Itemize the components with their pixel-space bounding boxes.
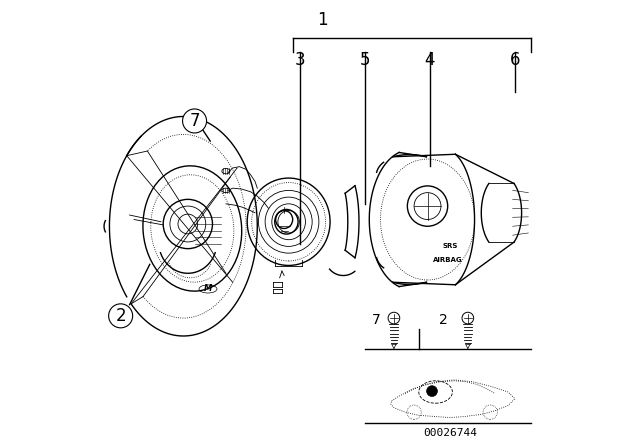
Text: 2: 2 <box>115 307 126 325</box>
Text: 2: 2 <box>439 313 447 327</box>
Circle shape <box>427 386 437 396</box>
Text: M: M <box>204 284 212 293</box>
Text: 00026744: 00026744 <box>423 428 477 438</box>
Text: 5: 5 <box>360 52 370 69</box>
Text: 7: 7 <box>189 112 200 130</box>
Text: 3: 3 <box>294 52 305 69</box>
Text: SRS: SRS <box>442 243 458 250</box>
Text: AIRBAG: AIRBAG <box>433 257 463 263</box>
Text: 7: 7 <box>372 313 380 327</box>
Text: 1: 1 <box>317 11 328 29</box>
Text: 4: 4 <box>424 52 435 69</box>
Text: 6: 6 <box>509 52 520 69</box>
